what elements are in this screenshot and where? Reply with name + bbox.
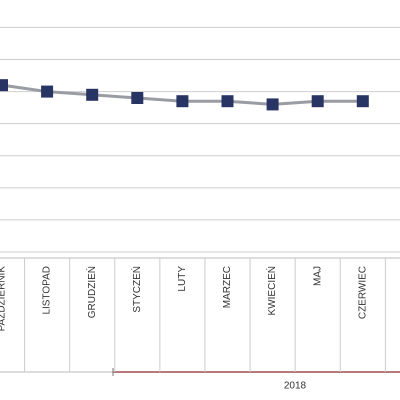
x-tick-label: CZERWIEC	[357, 266, 368, 319]
x-tick-label: LISTOPAD	[42, 266, 53, 315]
point-marker	[176, 95, 189, 108]
x-tick-label: MARZEC	[222, 266, 233, 308]
point-marker	[41, 85, 54, 98]
x-tick-label: KWIECIEŃ	[265, 266, 278, 315]
x-tick-label: GRUDZIEŃ	[85, 266, 98, 318]
x-tick-label: PAŹDZIERNIK	[0, 266, 8, 332]
year-label: 2018	[284, 381, 307, 392]
x-tick-label: STYCZEŃ	[130, 266, 143, 313]
x-tick-label: LUTY	[177, 266, 188, 292]
point-marker	[86, 88, 99, 101]
x-tick-label: MAJ	[312, 266, 323, 286]
point-marker	[266, 98, 279, 111]
point-marker	[0, 79, 8, 92]
point-marker	[131, 92, 144, 104]
point-marker	[356, 95, 369, 108]
point-marker	[311, 95, 324, 108]
point-marker	[221, 95, 234, 108]
